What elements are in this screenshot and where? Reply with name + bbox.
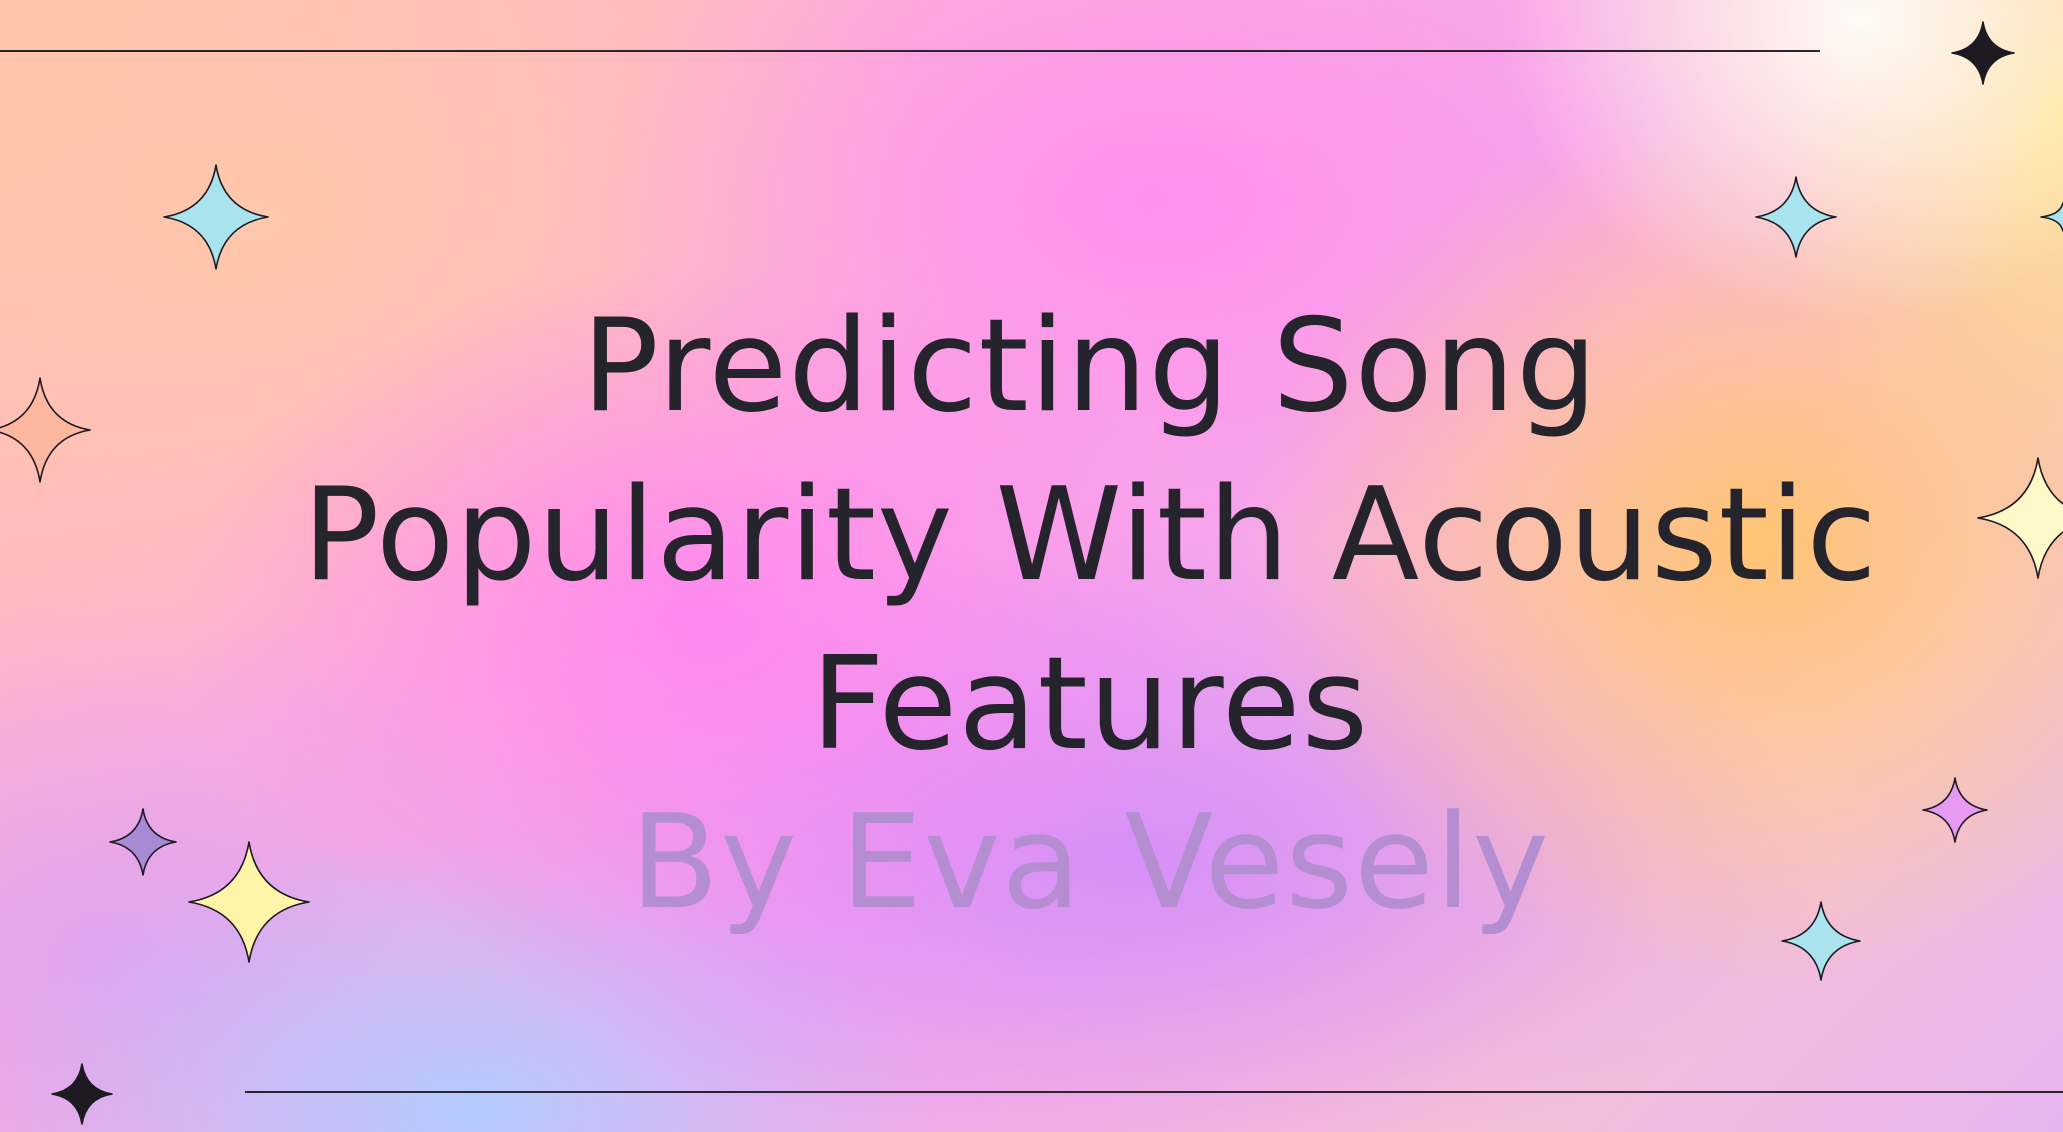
sparkle-lavender-icon — [109, 808, 177, 876]
sparkle-pink-icon — [1922, 777, 1988, 843]
sparkle-cream-icon — [1977, 457, 2063, 579]
sparkle-ink-icon — [1951, 21, 2015, 85]
sparkle-ink-icon — [51, 1063, 113, 1125]
slide-title-line-2: Popularity With Acoustic — [302, 461, 1878, 610]
sparkle-peach-icon — [0, 377, 91, 483]
slide-subtitle-author: By Eva Vesely — [629, 786, 1551, 938]
sparkle-cyan-icon — [1755, 176, 1837, 258]
sparkle-cyan-icon — [163, 164, 269, 270]
sparkle-cyan-icon — [2040, 202, 2063, 232]
top-divider-line — [0, 50, 1820, 52]
sparkle-cyan-icon — [1781, 901, 1861, 981]
sparkle-yellow-icon — [188, 841, 310, 963]
slide-title: Predicting Song Popularity With Acoustic… — [230, 282, 1950, 789]
slide-title-line-1: Predicting Song — [581, 292, 1599, 441]
bottom-divider-line — [245, 1091, 2063, 1093]
slide-title-line-3: Features — [810, 630, 1370, 779]
